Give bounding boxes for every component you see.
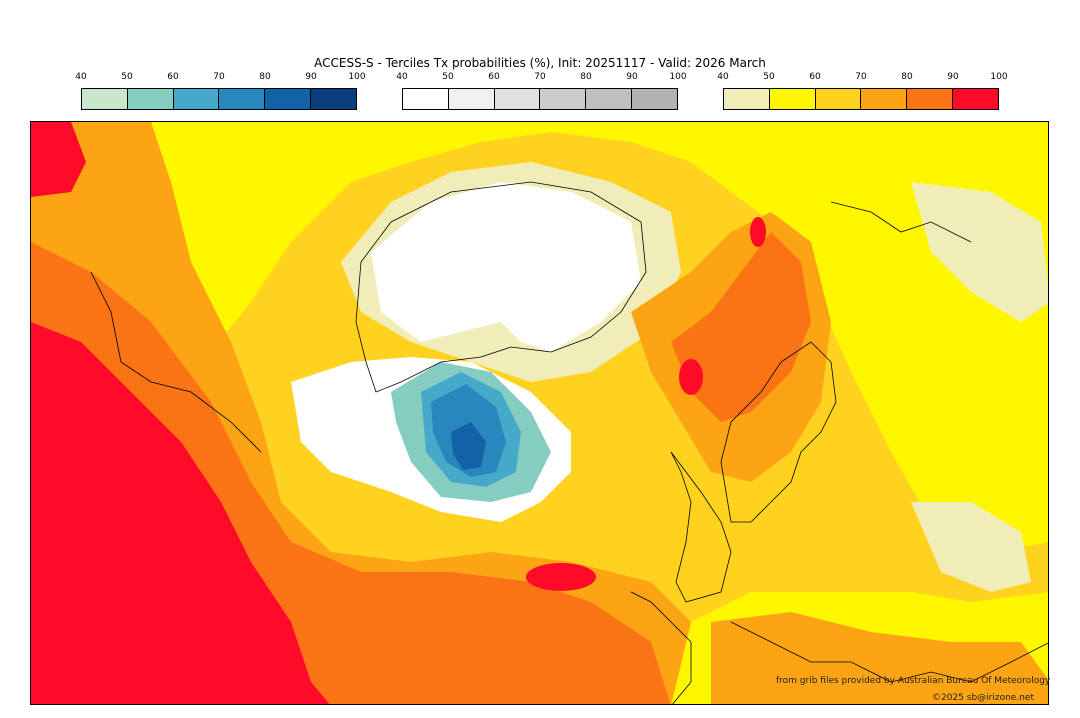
- colorbar-swatch: [861, 89, 908, 109]
- colorbar-swatch: [311, 89, 356, 109]
- tick-label: 90: [947, 72, 959, 82]
- red-spot-norway: [679, 359, 703, 395]
- blue-region-80: [451, 422, 486, 470]
- colorbar-swatch: [219, 89, 266, 109]
- pale-region-balkans: [911, 502, 1031, 592]
- colorbar-near-normal: [402, 88, 678, 110]
- tick-label: 70: [213, 72, 225, 82]
- tick-label: 80: [259, 72, 271, 82]
- colorbar-swatch: [494, 89, 541, 109]
- colorbar-swatch: [540, 89, 587, 109]
- yellow-region-north: [151, 122, 1048, 552]
- colorbar-swatch: [632, 89, 677, 109]
- tick-label: 100: [990, 72, 1008, 82]
- white-region-greenland: [371, 182, 641, 352]
- pale-region-east: [911, 182, 1048, 322]
- red-region-northwest: [31, 122, 86, 197]
- tick-label: 80: [580, 72, 592, 82]
- colorbar-below-ticks: 40 50 60 70 80 90 100: [75, 72, 365, 84]
- colorbar-swatch: [769, 89, 816, 109]
- probability-map: [30, 121, 1049, 705]
- colorbar-swatch: [953, 89, 998, 109]
- colorbar-swatch: [907, 89, 954, 109]
- colorbar-swatch: [815, 89, 862, 109]
- tick-label: 80: [901, 72, 913, 82]
- coastlines: [90, 181, 1048, 704]
- copyright-credit: ©2025 sb@irizone.net: [932, 693, 1034, 703]
- colorbar-swatch: [403, 89, 449, 109]
- orange-region-mediterranean: [711, 612, 1048, 704]
- map-title: ACCESS-S - Terciles Tx probabilities (%)…: [314, 56, 766, 70]
- red-spot-atlantic: [526, 563, 596, 591]
- colorbar-swatch: [127, 89, 174, 109]
- tick-label: 60: [167, 72, 179, 82]
- tick-label: 100: [348, 72, 366, 82]
- tick-label: 40: [717, 72, 729, 82]
- source-credit: from grib files provided by Australian B…: [776, 676, 1051, 686]
- colorbar-swatch: [586, 89, 633, 109]
- colorbar-above-ticks: 40 50 60 70 80 90 100: [717, 72, 1007, 84]
- colorbar-near-ticks: 40 50 60 70 80 90 100: [396, 72, 686, 84]
- red-spot-scandinavia: [750, 217, 766, 247]
- tick-label: 40: [396, 72, 408, 82]
- tick-label: 40: [75, 72, 87, 82]
- tick-label: 50: [442, 72, 454, 82]
- tick-label: 90: [305, 72, 317, 82]
- tick-label: 50: [763, 72, 775, 82]
- tick-label: 70: [534, 72, 546, 82]
- red-region-west: [31, 322, 330, 704]
- tick-label: 90: [626, 72, 638, 82]
- colorbar-swatch: [82, 89, 128, 109]
- tick-label: 100: [669, 72, 687, 82]
- tick-label: 50: [121, 72, 133, 82]
- colorbar-below-normal: [81, 88, 357, 110]
- colorbar-swatch: [448, 89, 495, 109]
- colorbar-above-normal: [723, 88, 999, 110]
- tick-label: 60: [809, 72, 821, 82]
- colorbar-swatch: [724, 89, 770, 109]
- tick-label: 60: [488, 72, 500, 82]
- colorbar-swatch: [173, 89, 220, 109]
- tick-label: 70: [855, 72, 867, 82]
- deep-orange-region-norway: [671, 232, 811, 422]
- colorbar-swatch: [265, 89, 312, 109]
